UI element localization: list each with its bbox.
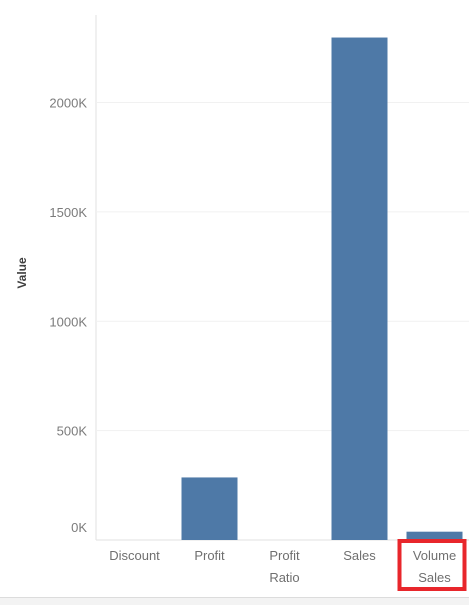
x-tick-label: Profit (194, 548, 225, 563)
y-tick-label: 0K (71, 520, 87, 535)
bar[interactable] (406, 531, 463, 540)
highlight-box (397, 539, 467, 591)
y-tick-label: 1000K (49, 314, 87, 329)
y-tick-label: 2000K (49, 96, 87, 111)
bar[interactable] (331, 37, 388, 540)
bottom-scrollbar-strip (0, 597, 469, 605)
y-tick-label: 500K (57, 424, 88, 439)
x-tick-label: Volume Sales (413, 548, 456, 585)
x-tick-label: Sales (343, 548, 376, 563)
x-tick-label: Profit Ratio (269, 548, 300, 585)
x-tick-label: Discount (109, 548, 160, 563)
y-tick-label: 1500K (49, 205, 87, 220)
y-axis-label: Value (15, 257, 29, 289)
bar[interactable] (181, 477, 238, 540)
